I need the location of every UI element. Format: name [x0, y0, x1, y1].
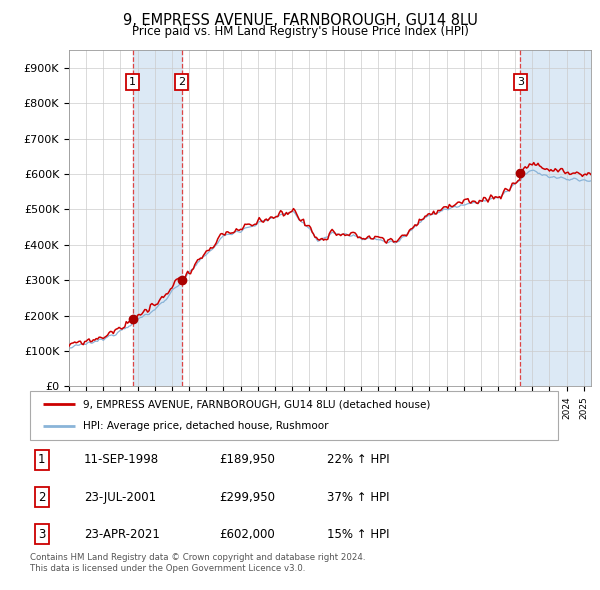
Text: 23-APR-2021: 23-APR-2021 [84, 527, 160, 540]
Bar [133, 50, 182, 386]
Text: 15% ↑ HPI: 15% ↑ HPI [327, 527, 389, 540]
Text: £189,950: £189,950 [219, 454, 275, 467]
Text: 3: 3 [38, 527, 46, 540]
Text: 3: 3 [517, 77, 524, 87]
Text: 1: 1 [129, 77, 136, 87]
Text: Price paid vs. HM Land Registry's House Price Index (HPI): Price paid vs. HM Land Registry's House … [131, 25, 469, 38]
Text: 1: 1 [38, 454, 46, 467]
Text: 37% ↑ HPI: 37% ↑ HPI [327, 490, 389, 504]
Text: 9, EMPRESS AVENUE, FARNBOROUGH, GU14 8LU (detached house): 9, EMPRESS AVENUE, FARNBOROUGH, GU14 8LU… [83, 399, 430, 409]
Text: 2: 2 [38, 490, 46, 504]
Text: Contains HM Land Registry data © Crown copyright and database right 2024.
This d: Contains HM Land Registry data © Crown c… [30, 553, 365, 573]
Bar [520, 50, 591, 386]
Text: 11-SEP-1998: 11-SEP-1998 [84, 454, 159, 467]
Text: £299,950: £299,950 [219, 490, 275, 504]
Text: 2: 2 [178, 77, 185, 87]
Text: 23-JUL-2001: 23-JUL-2001 [84, 490, 156, 504]
FancyBboxPatch shape [30, 391, 558, 440]
Text: £602,000: £602,000 [219, 527, 275, 540]
Text: 9, EMPRESS AVENUE, FARNBOROUGH, GU14 8LU: 9, EMPRESS AVENUE, FARNBOROUGH, GU14 8LU [122, 13, 478, 28]
Text: HPI: Average price, detached house, Rushmoor: HPI: Average price, detached house, Rush… [83, 421, 328, 431]
Text: 22% ↑ HPI: 22% ↑ HPI [327, 454, 389, 467]
